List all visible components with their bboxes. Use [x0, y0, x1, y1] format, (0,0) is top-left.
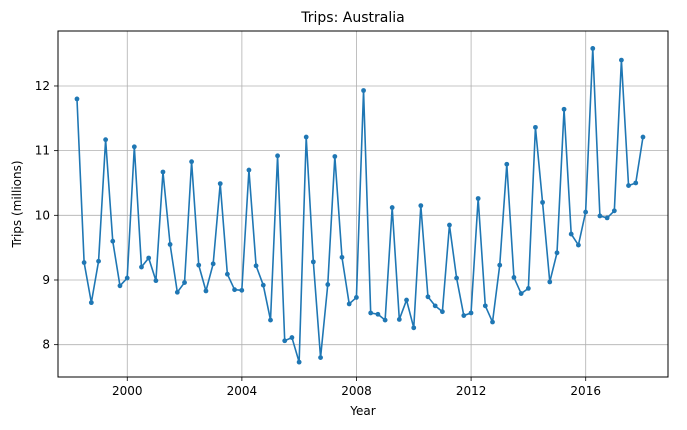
data-point: [368, 311, 373, 316]
data-point: [426, 294, 431, 299]
data-point: [182, 280, 187, 285]
data-point: [526, 286, 531, 291]
data-point: [146, 256, 151, 261]
data-point: [418, 203, 423, 208]
data-point: [196, 263, 201, 268]
data-point: [483, 303, 488, 308]
data-point: [454, 276, 459, 281]
data-point: [469, 311, 474, 316]
data-point: [189, 159, 194, 164]
x-axis-title: Year: [349, 404, 375, 418]
y-tick-label: 9: [42, 273, 50, 287]
data-point: [225, 272, 230, 277]
data-point: [211, 261, 216, 266]
x-tick-label: 2004: [227, 384, 258, 398]
data-point: [533, 125, 538, 130]
data-point: [175, 290, 180, 295]
data-point: [397, 317, 402, 322]
data-point: [132, 144, 137, 149]
data-point: [519, 291, 524, 296]
y-tick-label: 11: [35, 144, 50, 158]
data-point: [275, 153, 280, 158]
data-point: [641, 135, 646, 140]
data-point: [204, 289, 209, 294]
data-point: [562, 107, 567, 112]
x-tick-label: 2016: [570, 384, 601, 398]
data-point: [605, 216, 610, 221]
data-point: [476, 196, 481, 201]
x-tick-label: 2000: [112, 384, 143, 398]
data-point: [404, 298, 409, 303]
data-point: [547, 280, 552, 285]
y-tick-label: 8: [42, 338, 50, 352]
data-point: [354, 295, 359, 300]
data-point: [612, 208, 617, 213]
data-point: [626, 183, 631, 188]
data-point: [254, 263, 259, 268]
data-point: [239, 288, 244, 293]
data-point: [497, 263, 502, 268]
y-tick-label: 12: [35, 79, 50, 93]
data-point: [311, 259, 316, 264]
data-point: [383, 318, 388, 323]
data-point: [89, 300, 94, 305]
data-point: [461, 313, 466, 318]
data-point: [261, 283, 266, 288]
data-point: [576, 243, 581, 248]
data-point: [555, 250, 560, 255]
data-point: [540, 200, 545, 205]
data-point: [633, 181, 638, 186]
data-point: [168, 242, 173, 247]
data-point: [118, 283, 123, 288]
data-point: [96, 259, 101, 264]
data-point: [447, 223, 452, 228]
data-point: [332, 154, 337, 159]
data-point: [318, 355, 323, 360]
data-point: [125, 276, 130, 281]
data-point: [268, 318, 273, 323]
data-point: [390, 205, 395, 210]
data-point: [232, 287, 237, 292]
data-point: [297, 360, 302, 365]
y-tick-label: 10: [35, 208, 50, 222]
y-axis-title: Trips (millions): [10, 160, 24, 248]
data-point: [103, 137, 108, 142]
data-point: [290, 335, 295, 340]
data-point: [110, 239, 115, 244]
data-point: [440, 309, 445, 314]
data-point: [247, 168, 252, 173]
data-point: [325, 282, 330, 287]
data-point: [361, 88, 366, 93]
data-point: [590, 46, 595, 51]
data-point: [139, 265, 144, 270]
data-point: [490, 320, 495, 325]
data-point: [82, 260, 87, 265]
data-point: [154, 278, 159, 283]
data-point: [583, 210, 588, 215]
data-point: [218, 181, 223, 186]
data-point: [347, 302, 352, 307]
data-point: [411, 325, 416, 330]
x-tick-label: 2012: [456, 384, 487, 398]
data-point: [504, 162, 509, 167]
data-point: [282, 338, 287, 343]
chart-title: Trips: Australia: [300, 10, 404, 26]
x-tick-label: 2008: [341, 384, 372, 398]
data-point: [376, 312, 381, 317]
data-point: [569, 232, 574, 237]
data-point: [512, 275, 517, 280]
data-point: [598, 214, 603, 219]
data-point: [304, 135, 309, 140]
data-point: [75, 97, 80, 102]
data-point: [161, 170, 166, 175]
data-point: [433, 303, 438, 308]
data-point: [340, 255, 345, 260]
data-point: [619, 58, 624, 63]
